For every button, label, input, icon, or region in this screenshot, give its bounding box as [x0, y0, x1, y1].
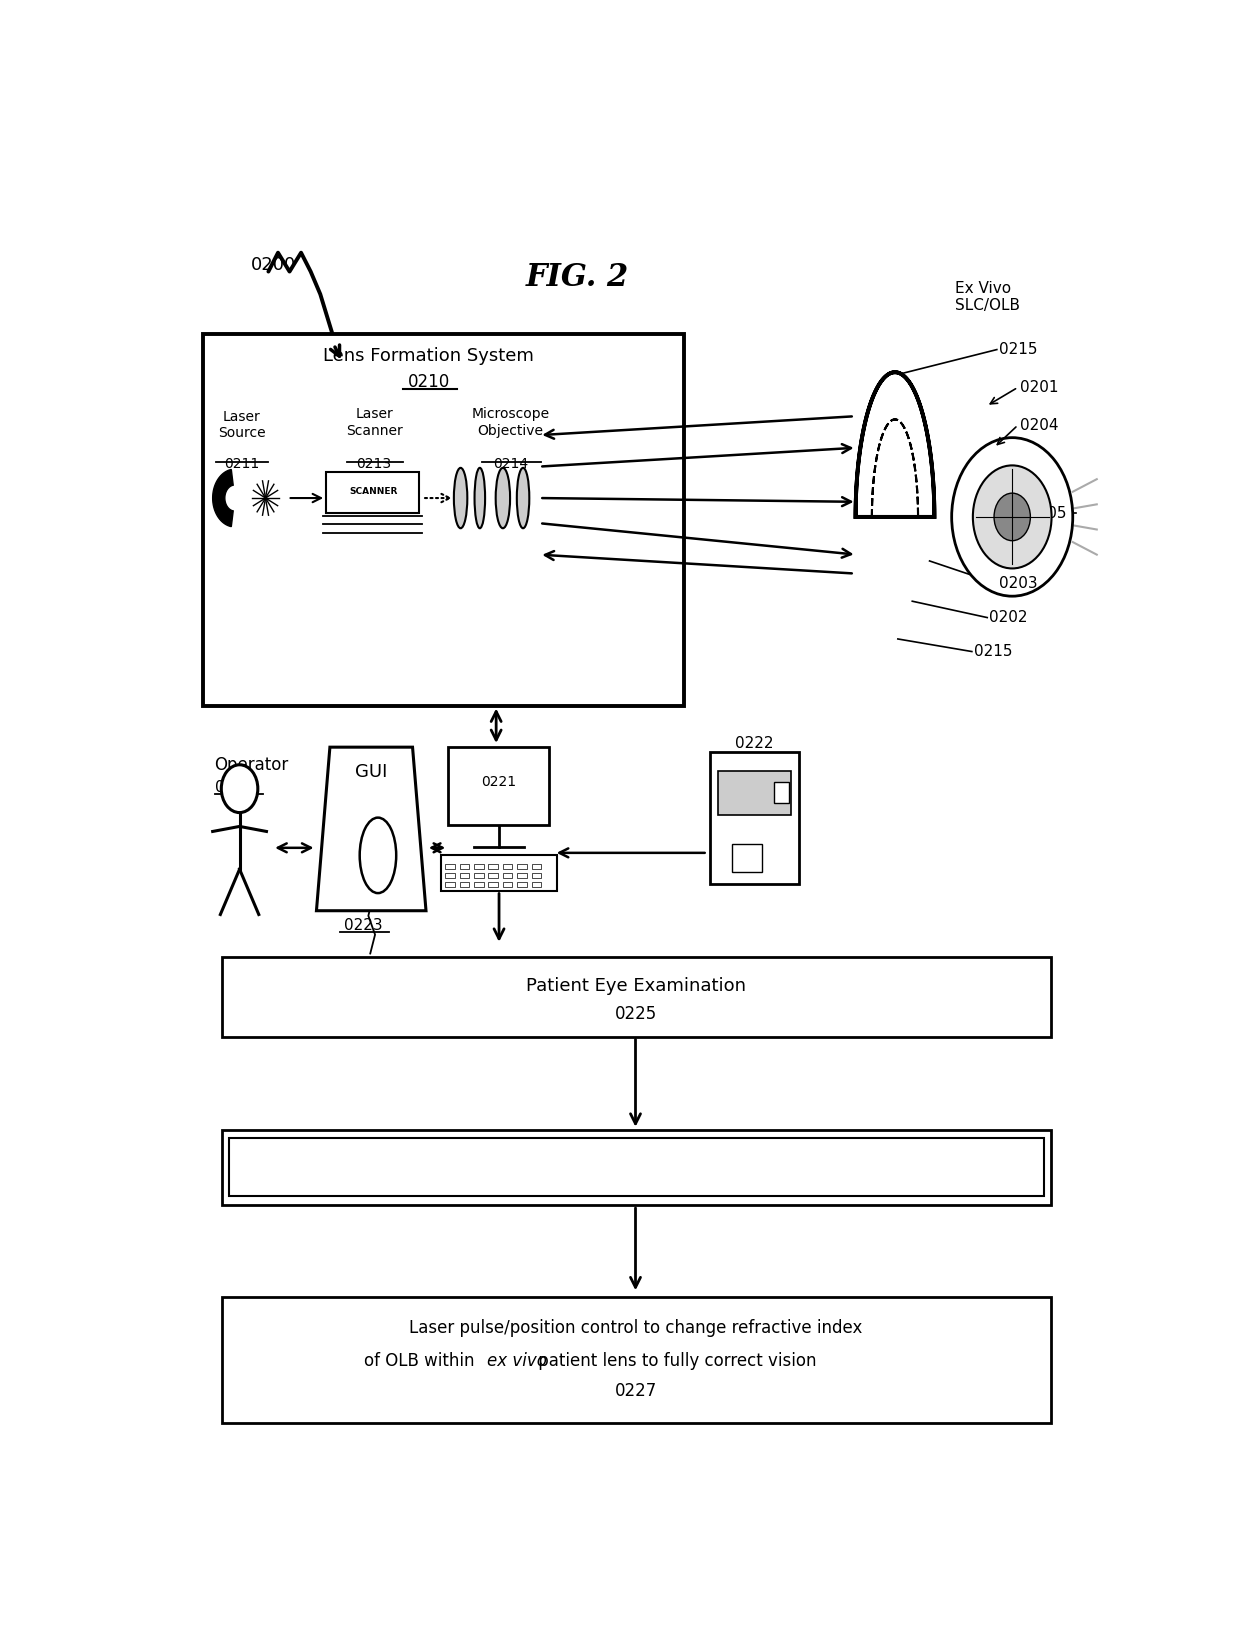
FancyBboxPatch shape	[326, 472, 419, 513]
Text: Lens Formation System: Lens Formation System	[324, 346, 534, 364]
Text: 0224: 0224	[215, 779, 253, 794]
Text: 0211: 0211	[224, 456, 259, 471]
Text: of OLB within: of OLB within	[365, 1353, 480, 1371]
FancyBboxPatch shape	[532, 864, 542, 869]
Text: Operator: Operator	[215, 757, 289, 775]
Text: 0221: 0221	[481, 776, 517, 789]
Text: Laser pulse/position control to change refractive index: Laser pulse/position control to change r…	[409, 1319, 862, 1338]
Text: 0215: 0215	[998, 342, 1037, 358]
Circle shape	[973, 466, 1052, 569]
Text: 0227: 0227	[614, 1382, 657, 1400]
Text: 0225: 0225	[614, 1005, 657, 1023]
Text: Map of Optical Correction Necessary: Map of Optical Correction Necessary	[471, 1149, 800, 1167]
FancyBboxPatch shape	[441, 855, 557, 891]
FancyBboxPatch shape	[489, 873, 498, 877]
FancyBboxPatch shape	[774, 783, 789, 802]
Ellipse shape	[360, 817, 397, 894]
FancyBboxPatch shape	[711, 752, 799, 884]
Text: 0226: 0226	[614, 1176, 657, 1194]
Text: 0223: 0223	[345, 918, 383, 933]
FancyBboxPatch shape	[503, 882, 512, 887]
FancyBboxPatch shape	[517, 864, 527, 869]
Circle shape	[951, 438, 1073, 596]
FancyBboxPatch shape	[222, 1297, 1050, 1423]
FancyBboxPatch shape	[474, 864, 484, 869]
Text: 0201: 0201	[1019, 379, 1059, 395]
Text: 0205: 0205	[1028, 505, 1066, 521]
FancyBboxPatch shape	[503, 873, 512, 877]
FancyBboxPatch shape	[460, 882, 469, 887]
Ellipse shape	[496, 467, 510, 528]
Text: 0214: 0214	[494, 456, 528, 471]
FancyBboxPatch shape	[718, 771, 791, 815]
FancyBboxPatch shape	[517, 882, 527, 887]
Polygon shape	[213, 469, 233, 526]
Text: 0213: 0213	[357, 456, 392, 471]
Text: Laser
Scanner: Laser Scanner	[346, 407, 403, 438]
FancyBboxPatch shape	[489, 864, 498, 869]
FancyBboxPatch shape	[445, 864, 455, 869]
Text: ex vivo: ex vivo	[486, 1353, 547, 1371]
FancyBboxPatch shape	[732, 845, 763, 871]
FancyBboxPatch shape	[445, 873, 455, 877]
Text: 0203: 0203	[998, 577, 1038, 592]
Text: Laser
Source: Laser Source	[218, 410, 265, 440]
Text: 0204: 0204	[1019, 418, 1059, 433]
FancyBboxPatch shape	[460, 864, 469, 869]
FancyBboxPatch shape	[445, 882, 455, 887]
Polygon shape	[856, 373, 935, 516]
Text: patient lens to fully correct vision: patient lens to fully correct vision	[533, 1353, 816, 1371]
FancyBboxPatch shape	[474, 882, 484, 887]
FancyBboxPatch shape	[448, 747, 549, 825]
FancyBboxPatch shape	[517, 873, 527, 877]
Text: FIG. 2: FIG. 2	[526, 263, 630, 294]
FancyBboxPatch shape	[532, 873, 542, 877]
Circle shape	[994, 493, 1030, 541]
FancyBboxPatch shape	[229, 1139, 1044, 1196]
Text: SCANNER: SCANNER	[348, 487, 397, 497]
Ellipse shape	[454, 467, 467, 528]
FancyBboxPatch shape	[503, 864, 512, 869]
Text: 0215: 0215	[973, 644, 1012, 659]
FancyBboxPatch shape	[203, 335, 683, 706]
Text: 0222: 0222	[735, 735, 774, 752]
FancyBboxPatch shape	[222, 1129, 1050, 1206]
Text: Microscope
Objective: Microscope Objective	[471, 407, 549, 438]
Text: GUI: GUI	[355, 763, 387, 781]
Ellipse shape	[517, 467, 529, 528]
Ellipse shape	[475, 467, 485, 528]
FancyBboxPatch shape	[222, 958, 1050, 1036]
Text: Patient Eye Examination: Patient Eye Examination	[526, 977, 745, 995]
Polygon shape	[316, 747, 427, 910]
FancyBboxPatch shape	[474, 873, 484, 877]
Circle shape	[221, 765, 258, 812]
FancyBboxPatch shape	[532, 882, 542, 887]
FancyBboxPatch shape	[489, 882, 498, 887]
FancyBboxPatch shape	[460, 873, 469, 877]
Text: 0210: 0210	[408, 373, 450, 391]
Text: Ex Vivo
SLC/OLB: Ex Vivo SLC/OLB	[955, 281, 1019, 314]
Text: 0202: 0202	[990, 609, 1028, 626]
Text: 0200: 0200	[250, 257, 296, 275]
